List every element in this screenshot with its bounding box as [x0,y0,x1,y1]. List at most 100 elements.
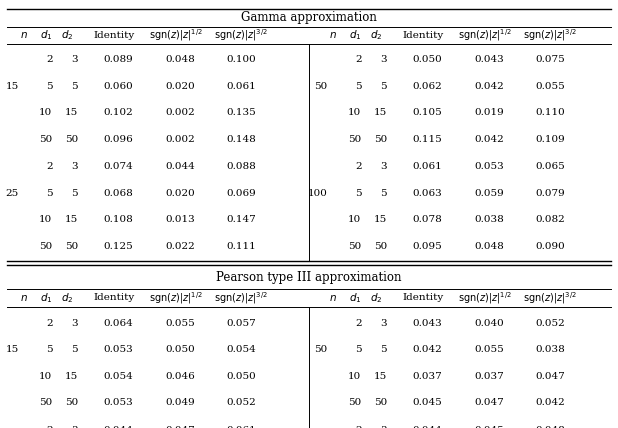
Text: 0.043: 0.043 [412,319,442,328]
Text: 100: 100 [308,189,328,198]
Text: $\mathrm{sgn}(z)|z|^{1/2}$: $\mathrm{sgn}(z)|z|^{1/2}$ [149,290,203,306]
Text: 0.053: 0.053 [103,345,133,354]
Text: 0.108: 0.108 [103,215,133,225]
Text: 0.069: 0.069 [227,189,256,198]
Text: 0.053: 0.053 [474,162,504,172]
Text: 50: 50 [315,82,328,91]
Text: 0.148: 0.148 [227,135,256,144]
Text: 3: 3 [71,162,78,172]
Text: 0.082: 0.082 [536,215,565,225]
Text: 10: 10 [40,372,53,381]
Text: Pearson type III approximation: Pearson type III approximation [216,271,402,284]
Text: $\mathrm{sgn}(z)|z|^{3/2}$: $\mathrm{sgn}(z)|z|^{3/2}$ [523,290,577,306]
Text: Identity: Identity [403,294,444,303]
Text: 5: 5 [46,189,53,198]
Text: 0.055: 0.055 [165,319,195,328]
Text: $\mathrm{sgn}(z)|z|^{3/2}$: $\mathrm{sgn}(z)|z|^{3/2}$ [214,27,268,43]
Text: 50: 50 [374,242,387,251]
Text: 0.013: 0.013 [165,215,195,225]
Text: 0.075: 0.075 [536,55,565,64]
Text: 5: 5 [380,189,387,198]
Text: $d_2$: $d_2$ [370,291,382,305]
Text: 0.125: 0.125 [103,242,133,251]
Text: 0.061: 0.061 [227,426,256,428]
Text: 0.147: 0.147 [227,215,256,225]
Text: 0.055: 0.055 [474,345,504,354]
Text: 3: 3 [71,319,78,328]
Text: 5: 5 [380,345,387,354]
Text: $\mathrm{sgn}(z)|z|^{1/2}$: $\mathrm{sgn}(z)|z|^{1/2}$ [458,27,512,43]
Text: 5: 5 [71,345,78,354]
Text: 0.002: 0.002 [165,108,195,117]
Text: Identity: Identity [403,30,444,40]
Text: 0.044: 0.044 [103,426,133,428]
Text: 50: 50 [40,135,53,144]
Text: 0.089: 0.089 [103,55,133,64]
Text: 0.045: 0.045 [474,426,504,428]
Text: 0.042: 0.042 [474,82,504,91]
Text: 2: 2 [355,162,362,172]
Text: $n$: $n$ [329,293,336,303]
Text: 50: 50 [349,242,362,251]
Text: 0.090: 0.090 [536,242,565,251]
Text: 10: 10 [349,108,362,117]
Text: 0.050: 0.050 [412,55,442,64]
Text: 15: 15 [6,82,19,91]
Text: 0.088: 0.088 [227,162,256,172]
Text: 15: 15 [374,215,387,225]
Text: 0.057: 0.057 [227,319,256,328]
Text: 0.111: 0.111 [227,242,256,251]
Text: 50: 50 [374,135,387,144]
Text: 2: 2 [46,426,53,428]
Text: 0.053: 0.053 [103,398,133,407]
Text: 5: 5 [71,82,78,91]
Text: 5: 5 [355,345,362,354]
Text: 0.115: 0.115 [412,135,442,144]
Text: 0.096: 0.096 [103,135,133,144]
Text: 3: 3 [380,162,387,172]
Text: 0.038: 0.038 [474,215,504,225]
Text: 50: 50 [40,242,53,251]
Text: 15: 15 [65,108,78,117]
Text: $\mathrm{sgn}(z)|z|^{1/2}$: $\mathrm{sgn}(z)|z|^{1/2}$ [149,27,203,43]
Text: 0.042: 0.042 [474,135,504,144]
Text: $d_2$: $d_2$ [370,28,382,42]
Text: 5: 5 [46,82,53,91]
Text: 15: 15 [65,372,78,381]
Text: 0.063: 0.063 [412,189,442,198]
Text: 0.060: 0.060 [103,82,133,91]
Text: 50: 50 [65,135,78,144]
Text: 0.050: 0.050 [227,372,256,381]
Text: 2: 2 [46,55,53,64]
Text: 0.043: 0.043 [474,55,504,64]
Text: 0.044: 0.044 [165,162,195,172]
Text: $n$: $n$ [20,293,27,303]
Text: 3: 3 [380,426,387,428]
Text: 2: 2 [355,55,362,64]
Text: $d_2$: $d_2$ [61,28,73,42]
Text: 0.065: 0.065 [536,162,565,172]
Text: $\mathrm{sgn}(z)|z|^{3/2}$: $\mathrm{sgn}(z)|z|^{3/2}$ [214,290,268,306]
Text: 0.079: 0.079 [536,189,565,198]
Text: 0.135: 0.135 [227,108,256,117]
Text: 3: 3 [71,55,78,64]
Text: 10: 10 [40,215,53,225]
Text: 15: 15 [374,372,387,381]
Text: 0.078: 0.078 [412,215,442,225]
Text: 0.044: 0.044 [412,426,442,428]
Text: $\mathrm{sgn}(z)|z|^{3/2}$: $\mathrm{sgn}(z)|z|^{3/2}$ [523,27,577,43]
Text: 0.050: 0.050 [165,345,195,354]
Text: 0.110: 0.110 [536,108,565,117]
Text: $d_1$: $d_1$ [349,28,362,42]
Text: $d_1$: $d_1$ [40,291,53,305]
Text: 0.020: 0.020 [165,189,195,198]
Text: 10: 10 [349,215,362,225]
Text: 3: 3 [71,426,78,428]
Text: 0.046: 0.046 [165,372,195,381]
Text: 3: 3 [380,55,387,64]
Text: 5: 5 [46,345,53,354]
Text: 5: 5 [355,189,362,198]
Text: 0.054: 0.054 [227,345,256,354]
Text: 50: 50 [40,398,53,407]
Text: 0.047: 0.047 [474,398,504,407]
